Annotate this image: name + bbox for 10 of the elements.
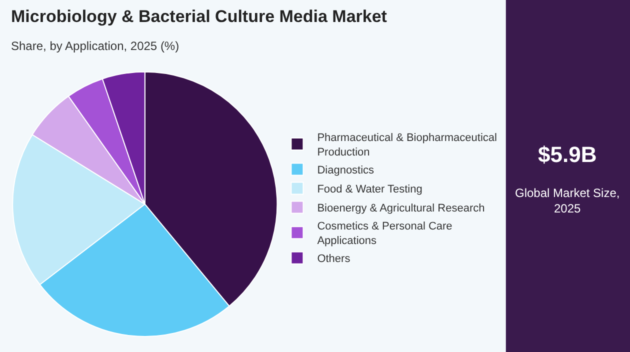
legend-label: Cosmetics & Personal Care Applications <box>317 220 452 248</box>
chart-title: Microbiology & Bacterial Culture Media Market <box>11 7 388 26</box>
legend-label: Bioenergy & Agricultural Research <box>317 202 485 215</box>
legend-label: Diagnostics <box>317 164 375 177</box>
legend-label: Food & Water Testing <box>317 184 422 196</box>
text: $5.9B <box>538 142 597 167</box>
text: Global Market Size, 2025 <box>515 186 620 216</box>
legend-label: Pharmaceutical & Biopharmaceutical Production <box>317 132 497 158</box>
legend-label: Others <box>317 253 351 266</box>
chart-subtitle: Share, by Application, 2025 (%) <box>11 39 180 53</box>
